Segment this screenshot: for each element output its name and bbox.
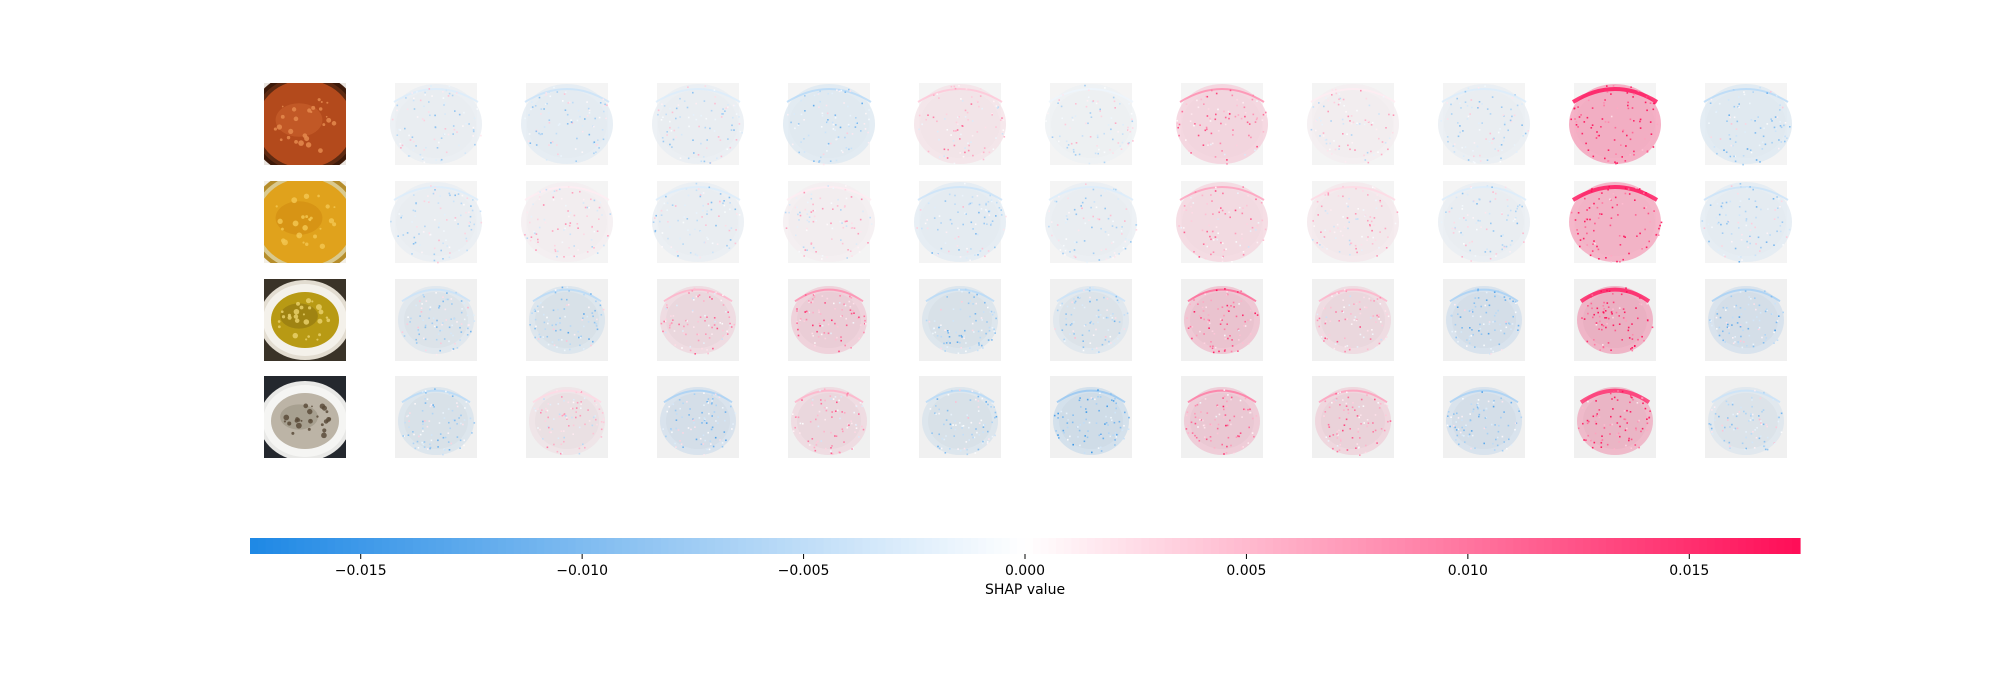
shap-map <box>1045 83 1137 165</box>
colorbar-tick-label: −0.005 <box>778 563 830 579</box>
shap-map <box>1705 279 1787 361</box>
shap-map <box>919 279 1001 361</box>
colorbar-tick-label: 0.010 <box>1448 563 1488 579</box>
colorbar-tick-label: 0.005 <box>1226 563 1266 579</box>
colorbar-tick-label: −0.010 <box>556 563 608 579</box>
shap-map <box>1312 376 1394 458</box>
colorbar-tick-label: 0.015 <box>1669 563 1709 579</box>
shap-map <box>1050 279 1132 361</box>
shap-value-maps <box>390 83 1792 458</box>
shap-map <box>788 376 870 458</box>
shap-map <box>1307 181 1399 263</box>
shap-map <box>652 83 744 165</box>
shap-map <box>390 83 482 165</box>
shap-map <box>1574 376 1656 458</box>
shap-map <box>1569 181 1663 263</box>
colorbar: −0.015 −0.010 −0.005 0.000 0.005 0.010 0.015 S… <box>250 538 1801 598</box>
shap-map <box>914 181 1007 263</box>
shap-map <box>657 279 739 361</box>
shap-map <box>395 279 477 361</box>
shap-map <box>526 279 608 361</box>
colorbar-tick-label: 0.000 <box>1005 563 1045 579</box>
shap-map <box>1176 83 1269 165</box>
shap-map <box>1312 279 1394 361</box>
shap-map <box>1307 83 1399 165</box>
shap-map <box>1181 279 1263 361</box>
colorbar-label: SHAP value <box>985 582 1065 598</box>
shap-map <box>526 376 608 458</box>
shap-map <box>1045 181 1138 264</box>
shap-map <box>657 376 739 458</box>
shap-map <box>788 279 870 361</box>
shap-map <box>1438 181 1530 263</box>
vegetable-curry-photo <box>264 279 346 361</box>
colorbar-gradient <box>250 538 1801 554</box>
tomato-soup-photo <box>264 83 346 165</box>
shap-map <box>390 181 483 264</box>
cream-mushroom-soup-photo <box>264 376 346 458</box>
shap-map <box>395 376 477 458</box>
shap-map <box>1050 376 1132 458</box>
shap-map <box>521 83 613 165</box>
shap-map <box>1176 181 1268 263</box>
shap-map <box>521 181 613 263</box>
shap-map <box>1574 279 1656 361</box>
input-photos <box>264 83 346 458</box>
colorbar-ticks: −0.015 −0.010 −0.005 0.000 0.005 0.010 0.015 <box>335 554 1709 579</box>
shap-map <box>783 181 875 263</box>
shap-map <box>1700 83 1792 166</box>
shap-map <box>1443 279 1525 361</box>
colorbar-tick-label: −0.015 <box>335 563 387 579</box>
shap-map <box>1443 376 1525 458</box>
shap-map <box>783 83 875 166</box>
shap-map <box>919 376 1001 458</box>
shap-map <box>1700 181 1792 263</box>
shap-map <box>1181 376 1263 458</box>
shap-map <box>1438 83 1530 165</box>
shap-map <box>1569 83 1661 165</box>
shap-map <box>1705 376 1787 458</box>
yellow-lentil-soup-photo <box>264 181 346 263</box>
shap-map <box>652 181 744 263</box>
shap-map <box>914 83 1006 165</box>
